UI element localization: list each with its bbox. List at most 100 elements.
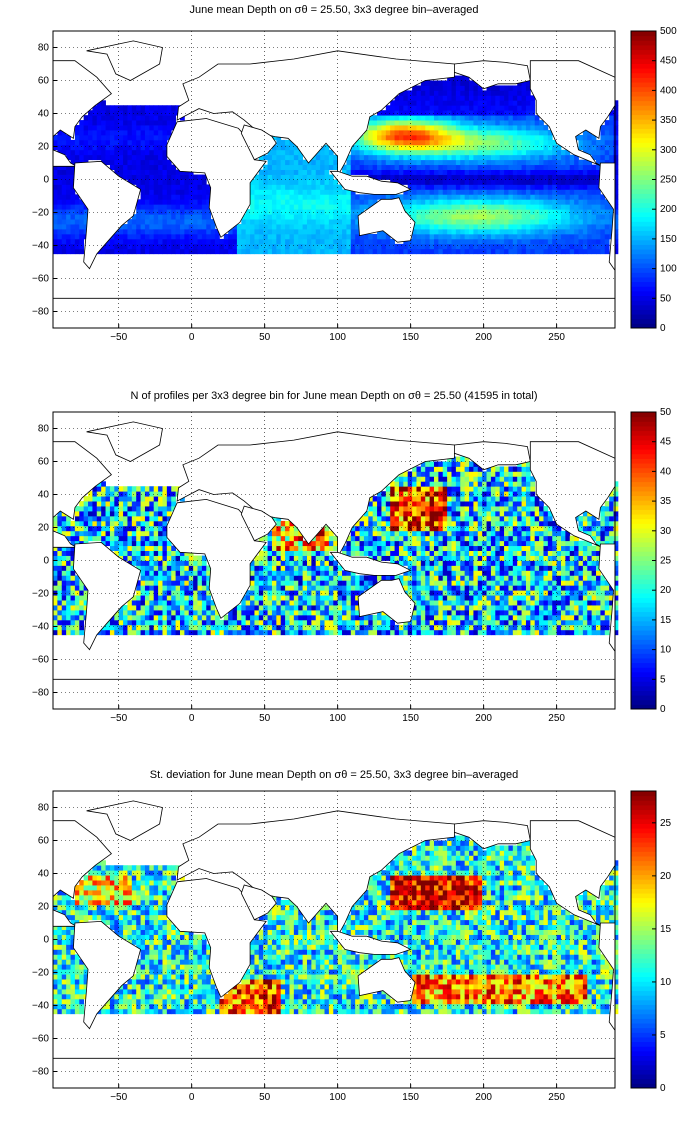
heatmap-cell: [166, 545, 172, 551]
heatmap-cell: [289, 550, 295, 556]
heatmap-cell: [293, 585, 299, 591]
heatmap-cell: [433, 159, 439, 166]
heatmap-cell: [390, 624, 395, 631]
heatmap-cell: [206, 204, 212, 210]
heatmap-cell: [407, 243, 413, 250]
heatmap-cell: [447, 80, 452, 86]
heatmap-cell: [600, 194, 606, 200]
heatmap-cell: [609, 115, 614, 121]
heatmap-cell: [263, 575, 268, 581]
heatmap-cell: [451, 580, 457, 586]
heatmap-cell: [547, 229, 553, 235]
heatmap-cell: [149, 511, 155, 517]
heatmap-cell: [267, 174, 273, 180]
heatmap-cell: [582, 248, 588, 255]
heatmap-cell: [188, 585, 194, 591]
heatmap-cell: [442, 530, 448, 537]
heatmap-cell: [495, 115, 501, 121]
heatmap-cell: [377, 629, 382, 636]
heatmap-cell: [149, 595, 155, 601]
heatmap-cell: [74, 209, 80, 215]
heatmap-cell: [271, 179, 277, 185]
heatmap-cell: [482, 149, 487, 156]
heatmap-cell: [438, 115, 444, 121]
heatmap-cell: [429, 476, 435, 482]
heatmap-cell: [149, 214, 155, 220]
heatmap-cell: [433, 80, 439, 86]
heatmap-cell: [158, 125, 163, 131]
heatmap-cell: [486, 169, 492, 175]
heatmap-cell: [149, 229, 155, 235]
heatmap-cell: [539, 154, 544, 161]
heatmap-cell: [433, 209, 439, 215]
heatmap-cell: [350, 209, 356, 215]
heatmap-cell: [197, 219, 203, 225]
heatmap-cell: [368, 154, 374, 161]
heatmap-cell: [144, 209, 150, 215]
heatmap-cell: [306, 580, 312, 586]
heatmap-cell: [149, 209, 155, 215]
heatmap-cell: [158, 565, 163, 571]
heatmap-cell: [398, 535, 404, 542]
heatmap-cell: [596, 139, 601, 146]
heatmap-cell: [412, 105, 417, 111]
heatmap-cell: [70, 575, 76, 581]
heatmap-cell: [328, 575, 334, 581]
heatmap-cell: [534, 199, 540, 205]
heatmap-cell: [429, 471, 435, 477]
heatmap-cell: [123, 614, 128, 621]
heatmap-cell: [315, 614, 321, 621]
heatmap-cell: [245, 595, 251, 601]
heatmap-cell: [385, 496, 391, 502]
heatmap-cell: [140, 585, 146, 591]
heatmap-cell: [306, 590, 312, 596]
heatmap-cell: [267, 204, 273, 210]
heatmap-cell: [521, 134, 527, 141]
heatmap-cell: [158, 105, 163, 111]
heatmap-cell: [328, 590, 334, 596]
heatmap-cell: [61, 189, 67, 195]
heatmap-cell: [263, 154, 268, 161]
heatmap-cell: [136, 530, 141, 537]
heatmap-cell: [420, 535, 426, 542]
heatmap-cell: [149, 600, 155, 606]
heatmap-cell: [451, 540, 457, 547]
heatmap-cell: [442, 491, 448, 497]
heatmap-cell: [153, 115, 159, 121]
heatmap-cell: [271, 169, 277, 175]
heatmap-cell: [490, 110, 496, 116]
heatmap-cell: [118, 248, 124, 255]
heatmap-cell: [473, 134, 479, 141]
heatmap-cell: [289, 610, 295, 616]
heatmap-cell: [241, 248, 247, 255]
heatmap-cell: [61, 515, 67, 522]
heatmap-cell: [271, 149, 277, 156]
heatmap-cell: [442, 590, 448, 596]
heatmap-cell: [412, 560, 417, 566]
heatmap-cell: [131, 525, 137, 532]
heatmap-cell: [61, 580, 67, 586]
heatmap-cell: [425, 614, 431, 621]
heatmap-cell: [438, 614, 444, 621]
heatmap-cell: [293, 184, 299, 190]
heatmap-cell: [337, 565, 343, 571]
heatmap-cell: [552, 194, 558, 200]
heatmap-cell: [127, 610, 133, 616]
heatmap-cell: [451, 194, 457, 200]
heatmap-cell: [447, 585, 452, 591]
heatmap-cell: [442, 580, 448, 586]
heatmap-cell: [508, 144, 514, 151]
heatmap-cell: [377, 575, 382, 581]
heatmap-cell: [162, 139, 168, 146]
heatmap-cell: [210, 243, 216, 250]
heatmap-cell: [407, 585, 413, 591]
heatmap-cell: [263, 590, 268, 596]
heatmap-cell: [263, 164, 268, 170]
heatmap-cell: [613, 110, 619, 116]
heatmap-cell: [123, 511, 128, 517]
heatmap-cell: [131, 105, 137, 111]
heatmap-cell: [328, 189, 334, 195]
heatmap-cell: [320, 580, 325, 586]
heatmap-cell: [324, 545, 330, 551]
heatmap-cell: [539, 204, 544, 210]
